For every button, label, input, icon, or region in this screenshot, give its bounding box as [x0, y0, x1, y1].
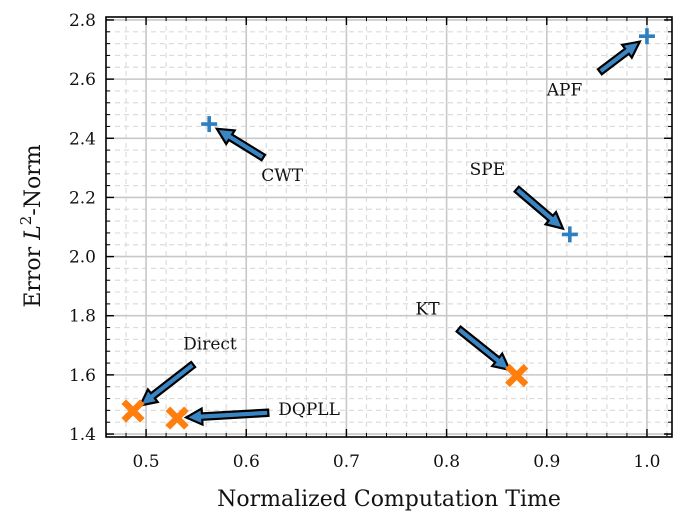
annotation-arrow-direct — [138, 360, 197, 408]
axis-ticks — [105, 17, 672, 437]
annotation-label-spe: SPE — [470, 160, 506, 180]
y-tick-label: 2.2 — [69, 188, 96, 208]
annotation-arrow-apf — [596, 40, 642, 76]
annotation-label-apf: APF — [546, 80, 583, 100]
x-axis-title: Normalized Computation Time — [217, 487, 561, 512]
marker-direct — [121, 399, 145, 423]
marker-kt-b — [505, 363, 529, 388]
annotation-label-cwt: CWT — [261, 166, 303, 186]
annotation-arrows — [138, 40, 642, 427]
annotation-label-direct: Direct — [183, 335, 237, 355]
y-tick-label: 1.8 — [69, 307, 96, 327]
x-tick-label: 0.7 — [333, 452, 360, 472]
marker-cwt — [201, 116, 218, 133]
major-grid — [106, 17, 672, 437]
x-tick-label: 0.5 — [133, 452, 160, 472]
y-tick-label: 2.6 — [69, 70, 96, 90]
annotation-arrow-dqpll — [183, 406, 270, 427]
minor-grid — [105, 17, 672, 437]
x-tick-label: 0.8 — [433, 452, 460, 472]
annotation-label-dqpll: DQPLL — [278, 400, 340, 420]
y-tick-label: 2.8 — [69, 11, 96, 31]
annotation-labels: APF CWT SPE KT Direct DQPLL — [183, 80, 582, 419]
x-tick-label: 1.0 — [633, 452, 660, 472]
y-tick-label: 1.6 — [69, 366, 96, 386]
annotation-label-kt: KT — [416, 299, 441, 319]
axes-frame — [105, 16, 673, 438]
plot-frame — [105, 16, 673, 438]
marker-apf — [638, 28, 655, 45]
y-tick-label: 2.4 — [69, 129, 96, 149]
annotation-arrow-spe — [513, 185, 565, 231]
y-axis-title: Error L2-Norm — [17, 144, 46, 307]
x-tick-label: 0.9 — [533, 452, 560, 472]
annotation-arrow-kt — [455, 324, 512, 372]
y-tick-label: 1.4 — [69, 425, 96, 445]
x-tick-label: 0.6 — [233, 452, 260, 472]
tick-labels: 0.5 0.6 0.7 0.8 0.9 1.0 1.4 1.6 1.8 2.0 2.2 2.4 2.6 2… — [69, 11, 661, 472]
data-markers — [121, 28, 655, 430]
marker-dqpll-b — [165, 406, 189, 430]
annotation-arrow-cwt — [214, 127, 267, 162]
marker-direct-b — [121, 399, 145, 423]
marker-dqpll — [165, 406, 189, 430]
marker-kt — [505, 363, 529, 388]
y-tick-label: 2.0 — [69, 248, 96, 268]
marker-spe — [561, 226, 578, 243]
